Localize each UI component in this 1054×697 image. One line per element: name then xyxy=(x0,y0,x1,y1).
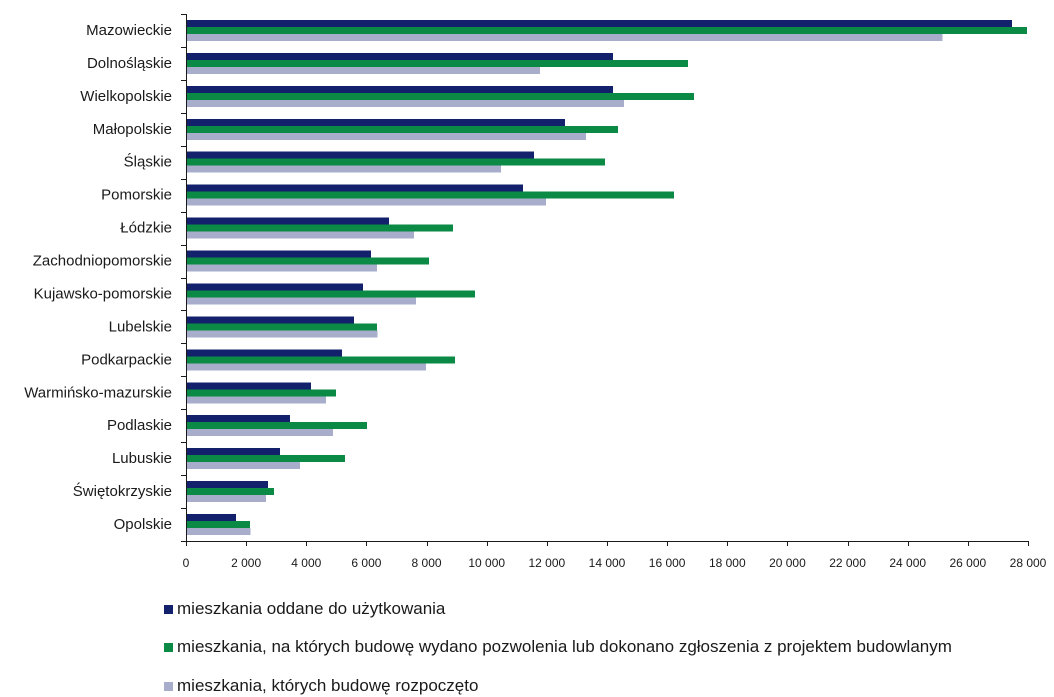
legend-swatch-completed xyxy=(164,604,173,614)
bar-completed-podlaskie xyxy=(186,415,291,423)
bar-started-zachodniopomorskie xyxy=(186,264,377,272)
bar-completed-zachodniopomorskie xyxy=(186,250,371,258)
x-tick-label: 18 000 xyxy=(709,556,746,570)
bar-started-kujawsko-pomorskie xyxy=(186,297,417,305)
legend-swatch-permits xyxy=(164,642,173,652)
bar-started-podlaskie xyxy=(186,429,334,437)
x-axis-tick-labels: 0 2 000 4 000 6 000 8 000 10 000 12 000 14 000 1… xyxy=(183,556,1047,570)
category-label-lodzkie: Łódzkie xyxy=(120,220,172,237)
bar-completed-wielkopolskie xyxy=(186,85,614,93)
legend-label-completed: mieszkania oddane do użytkowania xyxy=(177,599,446,618)
bar-completed-warminsko-mazurskie xyxy=(186,382,312,390)
bar-permits-wielkopolskie xyxy=(186,92,695,100)
bar-completed-lubuskie xyxy=(186,448,281,456)
category-label-opolskie: Opolskie xyxy=(114,516,172,533)
bar-started-malopolskie xyxy=(186,132,586,140)
category-label-pomorskie: Pomorskie xyxy=(101,187,172,204)
legend-label-permits: mieszkania, na których budowę wydano poz… xyxy=(177,637,952,656)
category-label-zachodniopomorskie: Zachodniopomorskie xyxy=(33,253,172,270)
y-axis-ticks xyxy=(181,14,186,542)
x-tick-label: 0 xyxy=(183,556,190,570)
bar-permits-swietokrzyskie xyxy=(186,488,275,496)
bar-permits-mazowieckie xyxy=(186,26,1028,34)
bar-completed-lubelskie xyxy=(186,316,355,324)
x-tick-label: 12 000 xyxy=(529,556,566,570)
bar-completed-podkarpackie xyxy=(186,349,343,357)
category-label-podkarpackie: Podkarpackie xyxy=(81,351,172,368)
category-label-lubuskie: Lubuskie xyxy=(112,450,172,467)
bar-permits-dolnoslaskie xyxy=(186,59,689,67)
category-label-malopolskie: Małopolskie xyxy=(93,121,172,138)
legend-swatch-started xyxy=(164,681,173,691)
category-label-mazowieckie: Mazowieckie xyxy=(86,22,172,39)
horizontal-bar-chart: Mazowieckie Dolnośląskie Wielkopolskie Mało… xyxy=(24,14,1047,570)
bar-completed-slaskie xyxy=(186,151,534,159)
x-tick-label: 8 000 xyxy=(412,556,442,570)
x-tick-label: 4 000 xyxy=(291,556,321,570)
legend-label-started: mieszkania, których budowę rozpoczęto xyxy=(177,676,479,695)
x-tick-label: 22 000 xyxy=(829,556,866,570)
category-label-swietokrzyskie: Świętokrzyskie xyxy=(73,482,172,500)
x-tick-label: 28 000 xyxy=(1010,556,1047,570)
bar-started-dolnoslaskie xyxy=(186,66,540,74)
bar-completed-opolskie xyxy=(186,514,236,522)
legend-item-started: mieszkania, których budowę rozpoczęto xyxy=(164,677,478,695)
bar-started-warminsko-mazurskie xyxy=(186,396,327,404)
x-tick-label: 26 000 xyxy=(950,556,987,570)
x-tick-label: 16 000 xyxy=(649,556,686,570)
bar-completed-mazowieckie xyxy=(186,19,1013,27)
category-label-dolnoslaskie: Dolnośląskie xyxy=(87,55,172,72)
bar-started-mazowieckie xyxy=(186,33,943,41)
bar-permits-slaskie xyxy=(186,158,605,166)
x-tick-label: 20 000 xyxy=(769,556,806,570)
bar-permits-opolskie xyxy=(186,521,251,529)
bar-started-slaskie xyxy=(186,165,502,173)
bar-permits-malopolskie xyxy=(186,125,619,133)
x-tick-label: 10 000 xyxy=(468,556,505,570)
bar-permits-kujawsko-pomorskie xyxy=(186,290,475,298)
bar-completed-lodzkie xyxy=(186,217,389,225)
bar-started-pomorskie xyxy=(186,198,546,206)
bar-started-wielkopolskie xyxy=(186,99,625,107)
bar-started-opolskie xyxy=(186,528,251,536)
bar-started-lubelskie xyxy=(186,330,378,338)
bars-layer xyxy=(186,19,1028,536)
category-label-podlaskie: Podlaskie xyxy=(107,417,172,434)
x-tick-label: 2 000 xyxy=(231,556,261,570)
bar-started-podkarpackie xyxy=(186,363,426,371)
bar-started-lodzkie xyxy=(186,231,414,239)
bar-started-swietokrzyskie xyxy=(186,495,266,503)
legend-item-completed: mieszkania oddane do użytkowania xyxy=(164,600,445,618)
category-labels: Mazowieckie Dolnośląskie Wielkopolskie Mało… xyxy=(24,22,172,533)
bar-permits-pomorskie xyxy=(186,191,675,199)
bar-permits-lodzkie xyxy=(186,224,454,232)
bar-permits-zachodniopomorskie xyxy=(186,257,429,265)
bar-permits-warminsko-mazurskie xyxy=(186,389,337,397)
category-label-wielkopolskie: Wielkopolskie xyxy=(80,88,172,105)
x-tick-label: 6 000 xyxy=(351,556,381,570)
bar-completed-malopolskie xyxy=(186,118,565,126)
category-label-slaskie: Śląskie xyxy=(124,153,172,171)
category-label-lubelskie: Lubelskie xyxy=(109,318,172,335)
bar-completed-pomorskie xyxy=(186,184,523,192)
legend: mieszkania oddane do użytkowania mieszka… xyxy=(164,0,1044,697)
bar-permits-podkarpackie xyxy=(186,356,456,364)
bar-completed-dolnoslaskie xyxy=(186,52,614,60)
bar-permits-lubuskie xyxy=(186,455,346,463)
bar-permits-podlaskie xyxy=(186,422,368,430)
x-tick-label: 24 000 xyxy=(889,556,926,570)
bar-completed-kujawsko-pomorskie xyxy=(186,283,364,291)
category-label-kujawsko-pomorskie: Kujawsko-pomorskie xyxy=(34,285,172,302)
bar-started-lubuskie xyxy=(186,462,300,470)
category-label-warminsko-mazurskie: Warmińsko-mazurskie xyxy=(24,384,172,401)
legend-item-permits: mieszkania, na których budowę wydano poz… xyxy=(164,638,952,656)
bar-completed-swietokrzyskie xyxy=(186,481,269,489)
bar-permits-lubelskie xyxy=(186,323,377,331)
x-tick-label: 14 000 xyxy=(589,556,626,570)
